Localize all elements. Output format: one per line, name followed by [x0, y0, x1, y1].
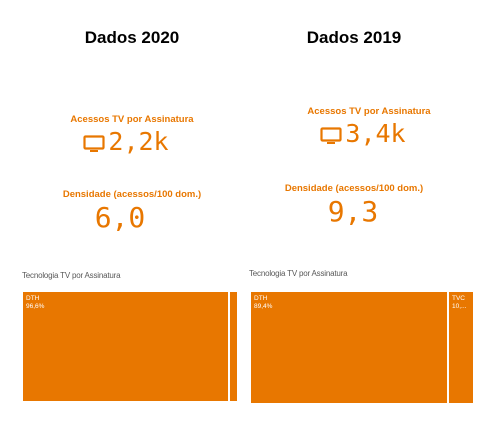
panel-title-2020: Dados 2020	[84, 28, 180, 47]
treemap-tile[interactable]: DTH 89,4%	[251, 292, 447, 403]
tile-value: 89,4%	[254, 303, 273, 310]
tv-icon	[83, 130, 105, 159]
treemap-title-2019: Tecnologia TV por Assinatura	[249, 269, 348, 278]
kpi-density-label-2020: Densidade (acessos/100 dom.)	[62, 189, 202, 200]
treemap-title-2020: Tecnologia TV por Assinatura	[22, 271, 121, 280]
tile-label: TVC	[452, 295, 465, 302]
treemap-2020: DTH 96,6%	[23, 292, 237, 401]
treemap-tile[interactable]	[230, 292, 237, 401]
kpi-density-value-2019[interactable]: 9,3	[327, 195, 379, 228]
tile-value: 10,...	[452, 303, 467, 310]
tv-icon	[320, 122, 342, 151]
tile-value: 96,6%	[26, 303, 45, 310]
treemap-2019: DTH 89,4% TVC 10,...	[251, 292, 473, 403]
kpi-access-value-2020: 2,2k	[108, 127, 169, 156]
panel-title-2019: Dados 2019	[306, 28, 402, 47]
kpi-access-2019[interactable]: 3,4k	[253, 119, 473, 151]
kpi-access-value-2019: 3,4k	[345, 119, 406, 148]
treemap-tile[interactable]: TVC 10,...	[449, 292, 473, 403]
kpi-access-label-2019: Acessos TV por Assinatura	[307, 106, 431, 117]
treemap-tile[interactable]: DTH 96,6%	[23, 292, 228, 401]
tile-label: DTH	[254, 295, 268, 302]
kpi-access-label-2020: Acessos TV por Assinatura	[70, 114, 194, 125]
tile-label: DTH	[26, 295, 40, 302]
kpi-access-2020[interactable]: 2,2k	[16, 127, 236, 159]
kpi-density-value-2020[interactable]: 6,0	[94, 201, 146, 234]
kpi-density-label-2019: Densidade (acessos/100 dom.)	[284, 183, 424, 194]
